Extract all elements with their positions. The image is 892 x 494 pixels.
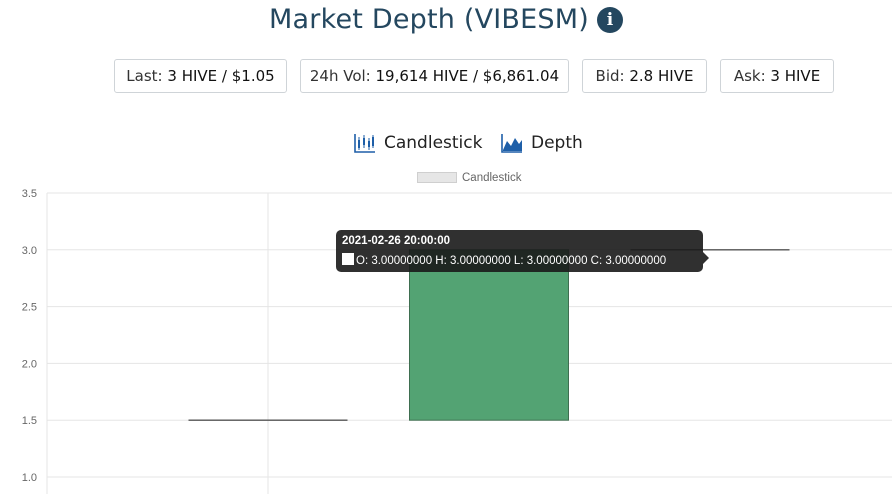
y-tick-label: 2.5 — [22, 302, 37, 314]
title-row: Market Depth (VIBESM) i — [0, 4, 892, 35]
last-price-stat: Last: 3 HIVE / $1.05 — [114, 59, 287, 93]
legend-swatch — [417, 172, 457, 184]
y-tick-label: 2.0 — [22, 358, 37, 370]
last-label: Last: — [126, 67, 163, 85]
candlestick-label: Candlestick — [384, 133, 483, 153]
y-tick-label: 1.0 — [22, 472, 37, 484]
y-tick-label: 3.0 — [22, 245, 37, 257]
depth-label: Depth — [531, 133, 583, 153]
volume-stat: 24h Vol: 19,614 HIVE / $6,861.04 — [300, 59, 569, 93]
tooltip-title: 2021-02-26 20:00:00 — [342, 235, 451, 247]
tooltip-color-box — [342, 253, 354, 265]
last-value: 3 HIVE / $1.05 — [167, 67, 275, 85]
tooltip-arrow — [703, 252, 709, 264]
bid-label: Bid: — [595, 67, 625, 85]
candle-body — [409, 249, 569, 421]
tooltip-body: O: 3.00000000 H: 3.00000000 L: 3.0000000… — [356, 255, 667, 267]
info-icon[interactable]: i — [596, 6, 623, 33]
ask-label: Ask: — [733, 67, 766, 85]
bid-stat: Bid: 2.8 HIVE — [582, 59, 707, 93]
ask-value: 3 HIVE — [770, 67, 821, 85]
chart-legend[interactable]: Candlestick — [417, 170, 521, 186]
depth-view-button[interactable]: Depth — [501, 130, 583, 156]
y-tick-label: 1.5 — [22, 415, 37, 427]
volume-label: 24h Vol: — [309, 67, 371, 85]
volume-value: 19,614 HIVE / $6,861.04 — [375, 67, 560, 85]
bid-value: 2.8 HIVE — [629, 67, 694, 85]
candlestick-view-button[interactable]: Candlestick — [354, 130, 482, 156]
candlestick-chart-icon — [354, 134, 375, 153]
legend-label: Candlestick — [462, 172, 522, 184]
chart-tooltip: 2021-02-26 20:00:00 O: 3.00000000 H: 3.0… — [336, 230, 709, 272]
page-title: Market Depth (VIBESM) — [269, 4, 589, 35]
y-tick-label: 3.5 — [22, 188, 37, 200]
area-chart-icon — [501, 134, 522, 153]
ask-stat: Ask: 3 HIVE — [720, 59, 834, 93]
